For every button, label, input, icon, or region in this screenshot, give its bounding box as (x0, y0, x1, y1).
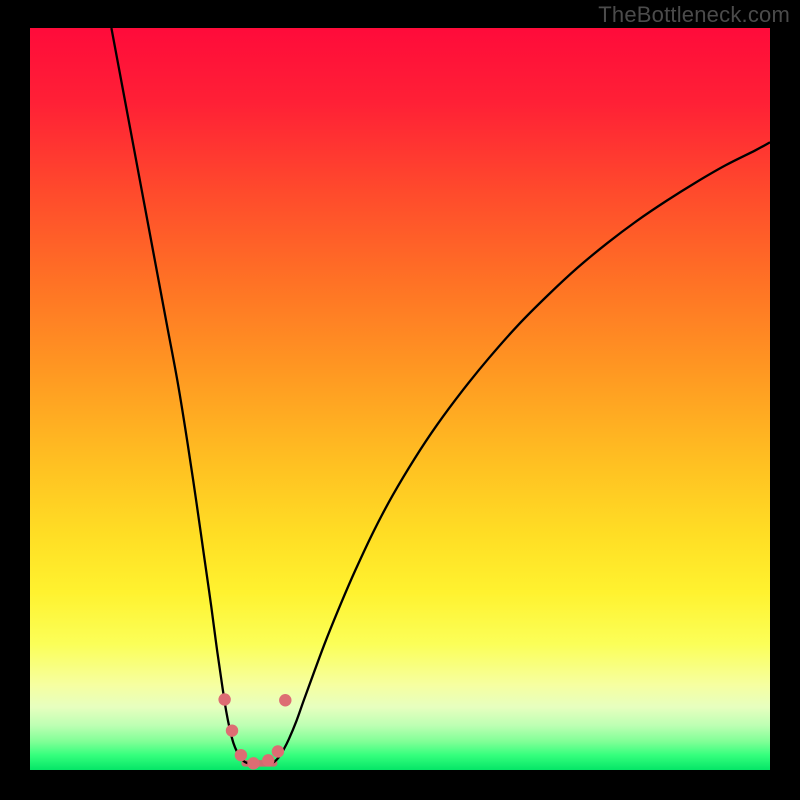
valley-marker (218, 693, 230, 705)
valley-marker (247, 757, 259, 769)
curve-layer (30, 28, 770, 770)
valley-marker (262, 754, 274, 766)
curve-right (271, 142, 771, 763)
valley-marker (226, 724, 238, 736)
valley-marker (279, 694, 291, 706)
valley-marker (272, 745, 284, 757)
chart-frame: TheBottleneck.com (0, 0, 800, 800)
plot-area (30, 28, 770, 770)
curve-left (111, 28, 248, 763)
valley-marker (235, 749, 247, 761)
watermark-text: TheBottleneck.com (598, 2, 790, 28)
